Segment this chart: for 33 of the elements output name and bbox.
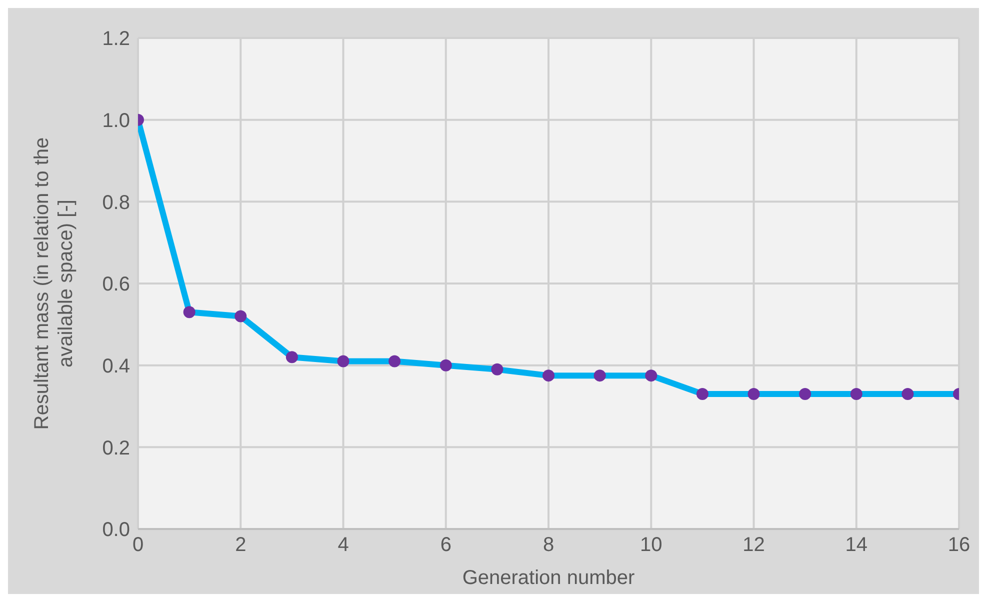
y-axis-title: Resultant mass (in relation to the available space) [-] [31,137,77,430]
x-tick-label: 12 [742,534,765,556]
point [542,370,554,382]
x-tick-label: 8 [542,534,554,556]
point [696,388,708,400]
x-tick-label: 0 [132,534,144,556]
point [388,355,401,368]
point [594,370,606,382]
y-tick-label: 0.2 [102,437,130,460]
point [337,355,350,368]
point [491,363,504,376]
y-tick-label: 1.2 [102,28,130,50]
point [234,310,247,322]
y-tick-label: 1.0 [102,110,130,132]
y-tick-label: 0.4 [102,355,130,378]
x-tick-label: 4 [338,534,349,556]
x-tick-label: 14 [845,534,868,556]
y-tick-label: 0.0 [102,519,130,542]
x-tick-label: 2 [235,534,246,556]
point [799,388,812,400]
y-tick-label: 0.6 [102,274,130,296]
x-tick-label: 6 [440,534,452,556]
point [645,370,658,382]
x-tick-label: 16 [948,534,970,556]
point [183,306,196,318]
point [902,388,914,400]
x-tick-label: 10 [640,534,662,556]
y-tick-label: 0.8 [102,192,130,214]
point [850,388,862,400]
x-axis-title: Generation number [462,567,635,589]
point [748,388,760,400]
point [286,351,298,364]
point [440,359,452,372]
